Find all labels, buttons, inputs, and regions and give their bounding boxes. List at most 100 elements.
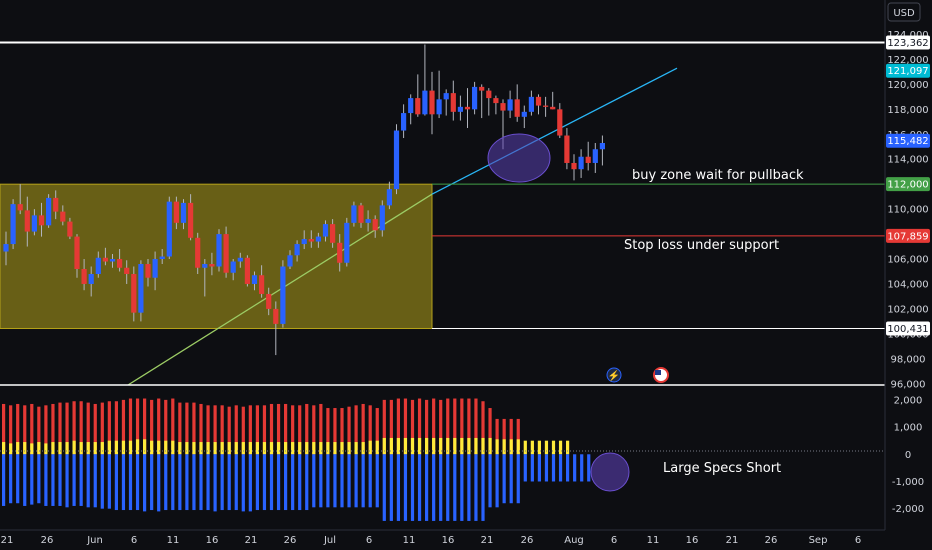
candle-body (17, 204, 23, 211)
annotation-large-specs: Large Specs Short (663, 461, 781, 476)
specs-bar (178, 442, 182, 455)
time-tick-label: 21 (726, 535, 739, 546)
specs-bar (488, 454, 492, 508)
specs-bar (65, 442, 69, 455)
candle-body (450, 93, 456, 112)
specs-bar (107, 440, 111, 455)
specs-bar (453, 454, 457, 521)
time-tick-label: 26 (41, 535, 54, 546)
specs-bar (143, 398, 147, 455)
candle-body (585, 156, 591, 163)
lightning-event-icon[interactable]: ⚡ (606, 367, 622, 383)
candle-body (152, 259, 158, 278)
candle-body (393, 130, 400, 190)
specs-bar (2, 454, 6, 506)
specs-bar (150, 399, 154, 455)
specs-bar (453, 398, 457, 455)
specs-bar (354, 405, 358, 455)
specs-bar (171, 454, 175, 511)
specs-bar (516, 454, 520, 504)
candle-body (195, 237, 201, 268)
specs-bar (185, 402, 189, 455)
specs-bar (30, 403, 34, 455)
specs-bar (453, 437, 457, 455)
specs-bar (530, 454, 534, 482)
time-tick-label: 11 (647, 535, 660, 546)
specs-bar (255, 454, 259, 511)
currency-button[interactable]: USD (887, 2, 921, 22)
specs-bar (382, 454, 386, 521)
specs-bar (410, 399, 415, 455)
specs-bar (51, 403, 55, 455)
specs-bar (551, 454, 556, 482)
specs-bar (93, 403, 97, 455)
specs-bar (58, 442, 62, 455)
candle-body (237, 257, 243, 262)
specs-bar (396, 454, 400, 521)
candle-body (578, 156, 584, 170)
specs-bar (185, 454, 189, 511)
specs-bar (347, 454, 351, 508)
specs-bar (410, 454, 415, 521)
candle-body (180, 202, 187, 223)
specs-bar (79, 442, 83, 455)
candle-body (53, 197, 59, 212)
large-specs-circle (590, 452, 630, 492)
specs-bar (312, 405, 316, 455)
specs-bar (368, 405, 372, 455)
specs-bar (143, 454, 147, 512)
price-levels (0, 41, 885, 329)
specs-bar (100, 454, 104, 509)
specs-bar (425, 454, 429, 521)
candle-body (280, 266, 286, 324)
specs-bar (262, 405, 267, 455)
specs-bar (502, 454, 506, 504)
specs-bar (333, 442, 337, 455)
specs-bar (460, 398, 464, 455)
candle-body (472, 86, 478, 110)
candle-body (102, 257, 108, 262)
specs-bar (340, 454, 344, 508)
specs-bar (65, 454, 69, 508)
candle-body (543, 105, 549, 107)
level-badge-label: 107,859 (887, 231, 928, 242)
us-flag-icon[interactable] (653, 367, 669, 383)
time-tick-label: 6 (611, 535, 617, 546)
specs-bar (516, 418, 520, 455)
specs-bar (460, 437, 464, 455)
time-tick-label: 26 (765, 535, 778, 546)
specs-bar (72, 454, 76, 506)
time-tick-label: 11 (167, 535, 180, 546)
specs-bars (2, 398, 591, 521)
candle-body (330, 224, 336, 243)
candle-body (24, 210, 30, 232)
specs-bar (284, 454, 288, 511)
svg-text:⚡: ⚡ (608, 369, 620, 382)
specs-bar (403, 398, 408, 455)
level-badges: 123,362 121,097 115,482 112,000 107,859 100,4… (886, 35, 930, 336)
specs-bar (178, 454, 182, 511)
specs-bar (269, 403, 274, 455)
annotation-stop-loss: Stop loss under support (624, 238, 779, 253)
specs-bar (509, 439, 513, 455)
specs-bar (234, 454, 238, 511)
price-tick-label: 120,000 (887, 80, 928, 91)
specs-bar (298, 405, 302, 455)
specs-bar (382, 399, 386, 455)
specs-bar (291, 405, 295, 455)
specs-bar (79, 401, 83, 455)
specs-bar (276, 403, 281, 455)
specs-bar (241, 454, 245, 512)
specs-bar (37, 442, 41, 455)
specs-bar (2, 442, 6, 455)
specs-bar (347, 442, 351, 455)
candle-body (81, 269, 87, 284)
candle-body (244, 257, 250, 284)
specs-bar (474, 398, 478, 455)
candle-body (223, 234, 229, 273)
specs-bar (467, 437, 471, 455)
specs-tick-label: 1,000 (894, 423, 923, 434)
specs-bar (86, 442, 90, 455)
specs-axis: 2,000 1,000 0 -1,000 -2,000 (892, 395, 924, 515)
